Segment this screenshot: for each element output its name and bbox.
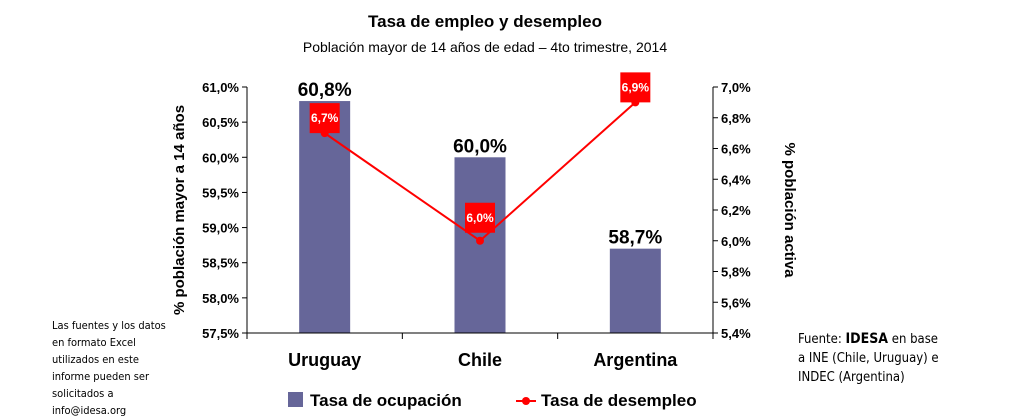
y-right-tick-label: 6,8% xyxy=(721,111,751,126)
y-right-tick-label: 5,6% xyxy=(721,295,751,310)
y-tick-label: 57,5% xyxy=(202,326,239,341)
y-right-axis-label: % población activa xyxy=(781,142,798,278)
y-tick-label: 58,5% xyxy=(202,256,239,271)
y-axis-label: % población mayor a 14 años xyxy=(171,105,188,315)
legend-marker-desempleo xyxy=(522,397,530,405)
y-tick-label: 59,0% xyxy=(202,221,239,236)
y-tick-label: 58,0% xyxy=(202,291,239,306)
unemployment-label: 6,7% xyxy=(311,111,339,125)
unemployment-label-box xyxy=(309,103,340,134)
x-tick-label: Chile xyxy=(458,350,502,370)
source-note: Fuente: IDESA en base a INE (Chile, Urug… xyxy=(798,330,948,387)
y-right-tick-label: 6,4% xyxy=(721,172,751,187)
y-right-tick-label: 5,4% xyxy=(721,326,751,341)
bar-argentina xyxy=(609,248,661,333)
source-suffix: en base a INE (Chile, Uruguay) e INDEC (… xyxy=(798,332,939,385)
bar-label: 60,0% xyxy=(453,136,507,157)
x-tick-label: Uruguay xyxy=(288,350,361,370)
unemployment-label-box xyxy=(465,202,495,233)
source-prefix: Fuente: xyxy=(798,332,846,347)
chart-title: Tasa de empleo y desempleo xyxy=(368,12,602,31)
unemployment-label: 6,9% xyxy=(622,80,650,94)
y-tick-label: 59,5% xyxy=(202,185,239,200)
y-right-tick-label: 5,8% xyxy=(721,265,751,280)
y-tick-label: 61,0% xyxy=(202,80,239,95)
bar-label: 58,7% xyxy=(608,228,662,249)
legend-label-ocupacion: Tasa de ocupación xyxy=(310,391,462,410)
unemployment-label-box xyxy=(620,72,651,103)
source-brand: IDESA xyxy=(845,331,889,347)
legend-swatch-ocupacion xyxy=(288,392,303,407)
chart-subtitle: Población mayor de 14 años de edad – 4to… xyxy=(303,39,667,55)
y-right-tick-label: 7,0% xyxy=(721,80,751,95)
y-right-tick-label: 6,0% xyxy=(721,234,751,249)
bar-label: 60,8% xyxy=(298,80,352,101)
data-availability-note: Las fuentes y los datos en formato Excel… xyxy=(52,319,166,417)
x-tick-label: Argentina xyxy=(593,350,678,370)
y-tick-label: 60,5% xyxy=(202,115,239,130)
y-right-tick-label: 6,6% xyxy=(721,142,751,157)
bar-uruguay xyxy=(299,101,351,333)
bar-chile xyxy=(454,157,506,333)
unemployment-label: 6,0% xyxy=(466,211,494,225)
y-right-tick-label: 6,2% xyxy=(721,203,751,218)
legend-label-desempleo: Tasa de desempleo xyxy=(541,391,697,410)
y-tick-label: 60,0% xyxy=(202,150,239,165)
unemployment-point xyxy=(476,236,484,245)
